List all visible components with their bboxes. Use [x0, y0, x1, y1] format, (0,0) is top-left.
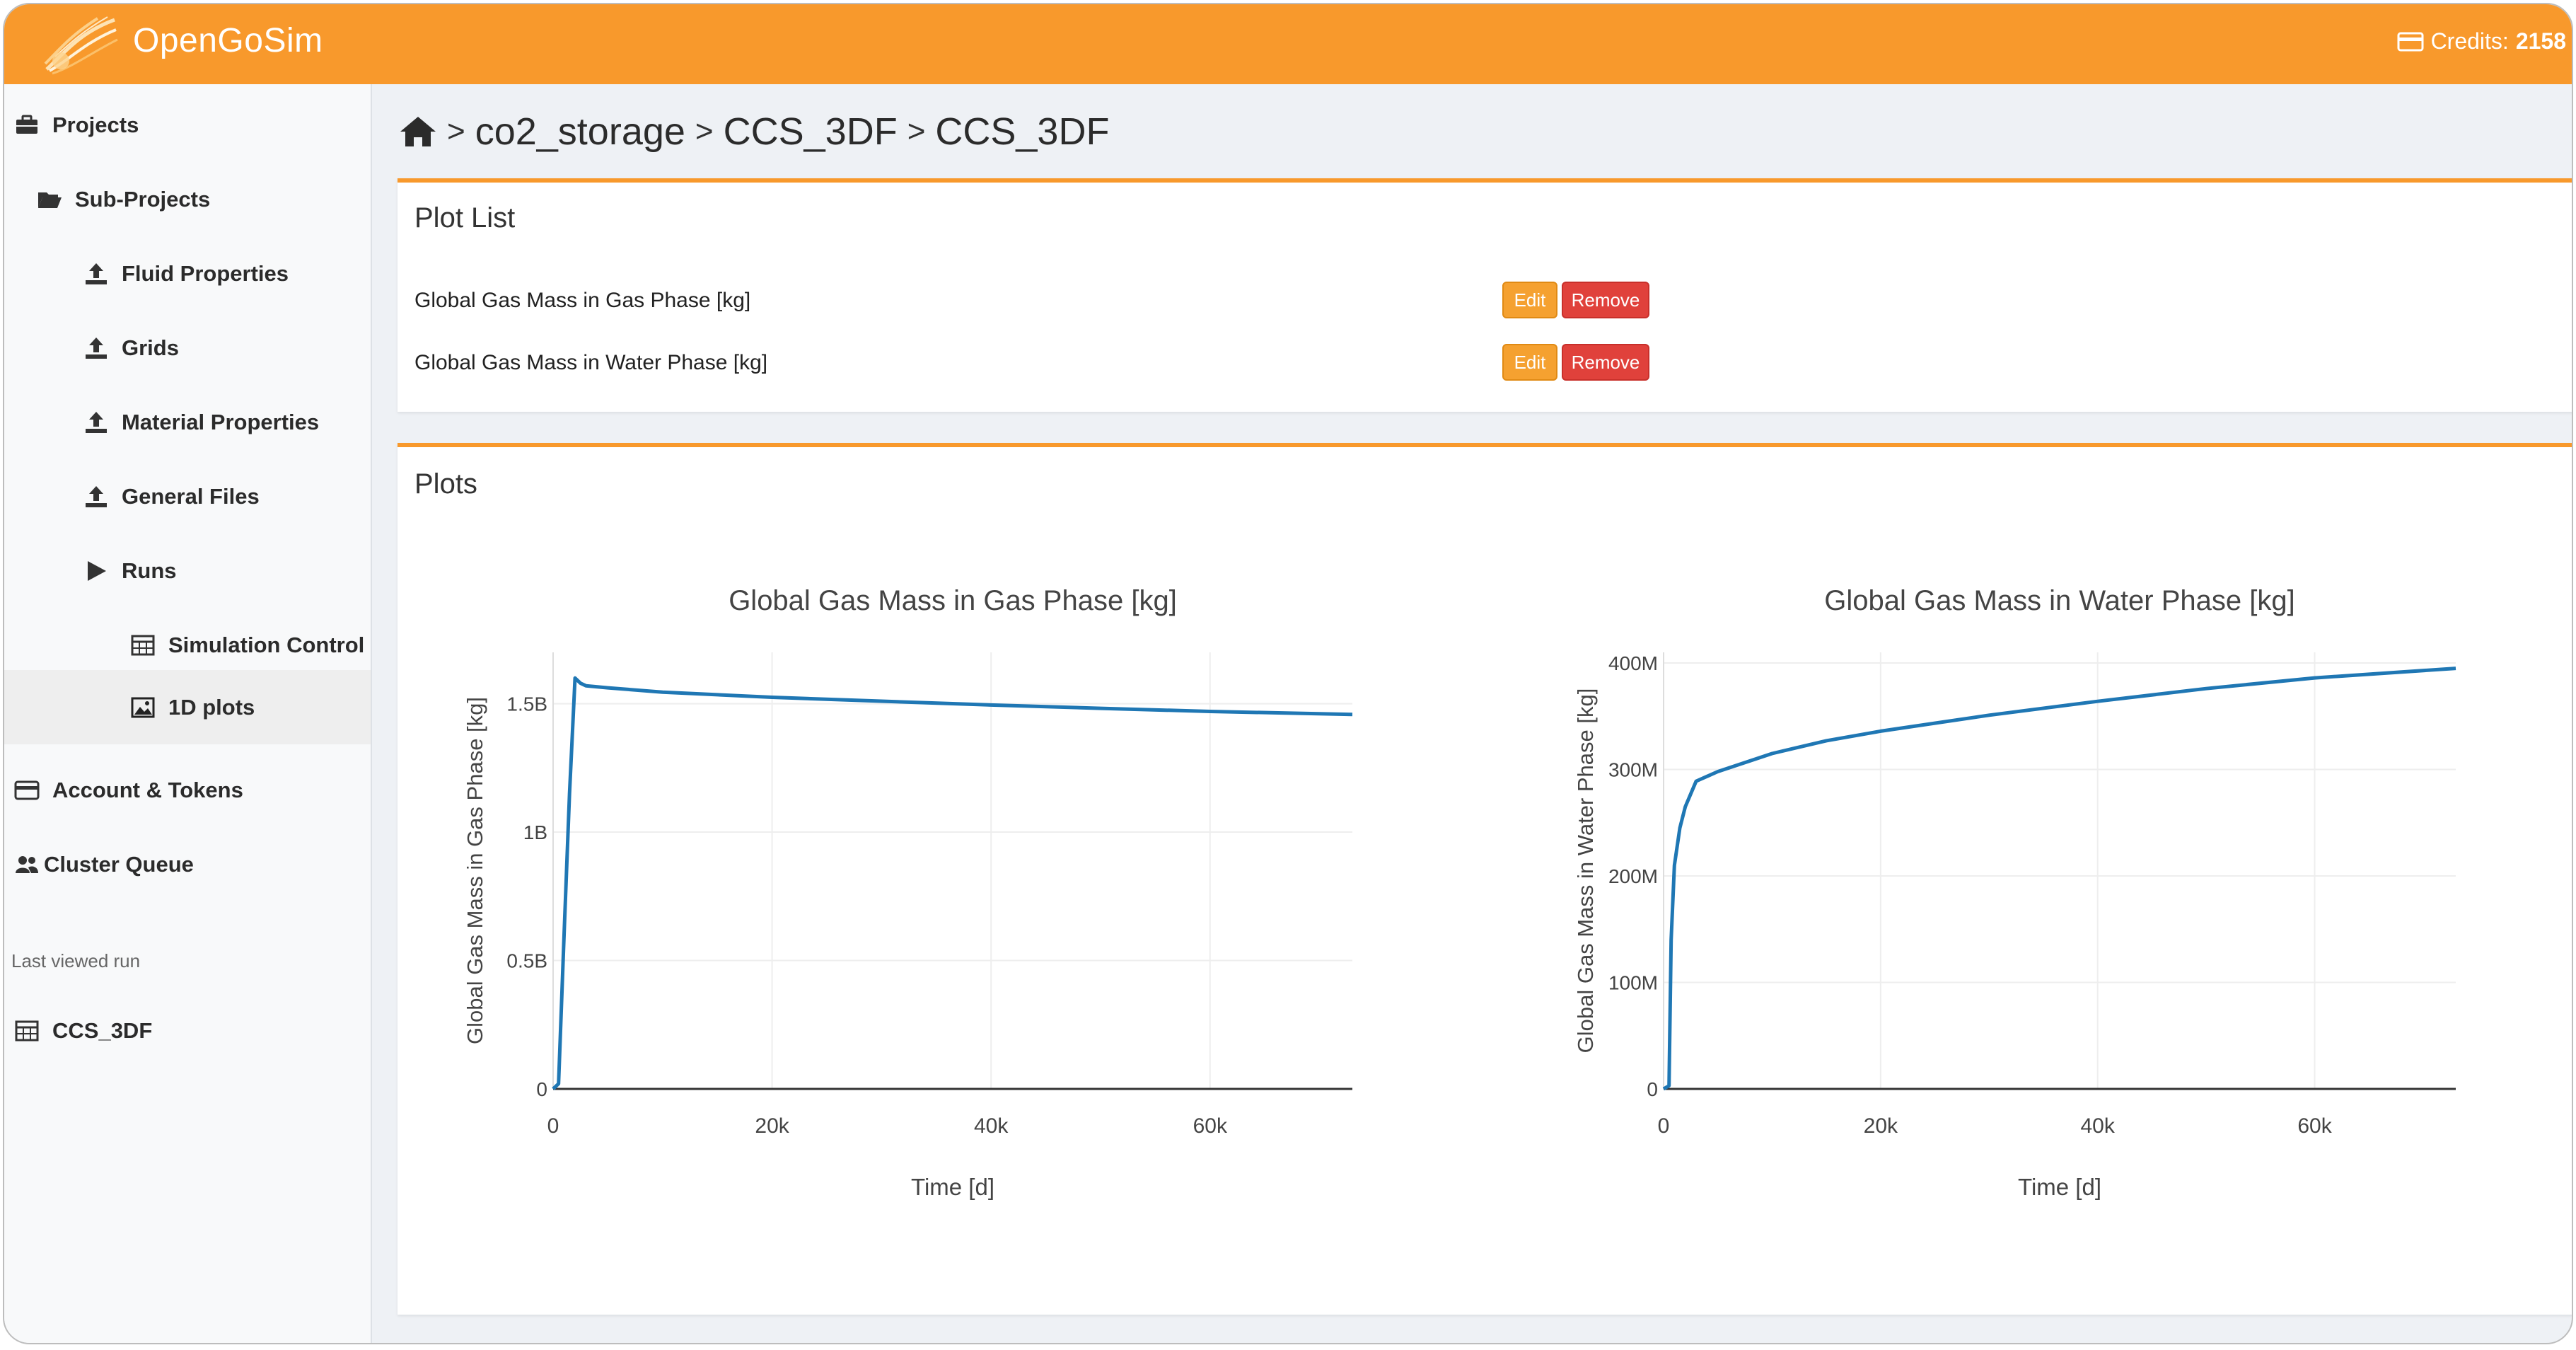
- sidebar-item-label: Sub-Projects: [75, 187, 210, 212]
- x-tick-label: 40k: [974, 1114, 1009, 1138]
- chart-water-phase[interactable]: Global Gas Mass in Water Phase [kg] 0 20k 4…: [1543, 567, 2573, 1275]
- remove-button[interactable]: Remove: [1562, 282, 1649, 318]
- x-tick-label: 60k: [1193, 1114, 1228, 1138]
- credits-label: Credits:: [2431, 28, 2509, 54]
- edit-button[interactable]: Edit: [1502, 344, 1557, 381]
- last-viewed-run-link[interactable]: CCS_3DF: [14, 1018, 152, 1044]
- chart-gas-phase[interactable]: Global Gas Mass in Gas Phase [kg] 0 20k 40k…: [426, 567, 1487, 1275]
- sidebar-item-runs[interactable]: Runs: [83, 558, 177, 584]
- x-tick-label: 20k: [755, 1114, 789, 1138]
- credits-value: 2158: [2516, 28, 2566, 54]
- upload-icon: [83, 484, 109, 509]
- sidebar-item-account-tokens[interactable]: Account & Tokens: [14, 778, 243, 803]
- plot-list-row-name: Global Gas Mass in Water Phase [kg]: [414, 351, 767, 375]
- sidebar-item-label: General Files: [122, 484, 260, 509]
- sidebar-item-general-files[interactable]: General Files: [83, 484, 260, 509]
- top-bar: OpenGoSim Credits: 2158: [4, 4, 2572, 84]
- plot-list-row-name: Global Gas Mass in Gas Phase [kg]: [414, 289, 750, 313]
- sidebar-item-label: Account & Tokens: [52, 778, 243, 803]
- app-window: OpenGoSim Credits: 2158 Projects S: [3, 3, 2573, 1344]
- edit-button[interactable]: Edit: [1502, 282, 1557, 318]
- plot-list-title: Plot List: [414, 202, 515, 234]
- series-line: [1664, 669, 2456, 1089]
- y-axis-label: Global Gas Mass in Gas Phase [kg]: [463, 697, 487, 1044]
- x-axis-label: Time [d]: [911, 1174, 994, 1200]
- y-tick-label: 0: [1647, 1078, 1658, 1100]
- sidebar-item-sub-projects[interactable]: Sub-Projects: [37, 187, 210, 212]
- y-tick-label: 400M: [1608, 652, 1658, 674]
- breadcrumb-item-project[interactable]: co2_storage: [475, 110, 685, 154]
- sidebar-item-material-properties[interactable]: Material Properties: [83, 410, 319, 435]
- breadcrumb-separator: >: [695, 114, 714, 149]
- table-icon: [14, 1018, 40, 1044]
- y-tick-label: 300M: [1608, 759, 1658, 781]
- sidebar-item-simulation-control[interactable]: Simulation Control: [130, 633, 364, 658]
- sidebar-item-label: Simulation Control: [168, 633, 364, 658]
- play-icon: [83, 558, 109, 584]
- x-tick-label: 0: [547, 1114, 559, 1138]
- chart-title: Global Gas Mass in Gas Phase [kg]: [729, 585, 1177, 616]
- upload-icon: [83, 335, 109, 361]
- upload-icon: [83, 410, 109, 435]
- credits-display: Credits: 2158: [2397, 28, 2566, 54]
- image-icon: [130, 695, 156, 720]
- y-tick-label: 200M: [1608, 865, 1658, 887]
- briefcase-icon: [14, 112, 40, 138]
- series-line: [553, 678, 1352, 1089]
- sidebar: Projects Sub-Projects Fluid Properties G…: [4, 84, 372, 1344]
- x-tick-label: 40k: [2081, 1114, 2116, 1138]
- sidebar-item-label: Material Properties: [122, 410, 319, 435]
- y-tick-label: 1.5B: [506, 693, 547, 715]
- opengosim-logo-icon[interactable]: [42, 14, 120, 75]
- y-tick-label: 0.5B: [506, 950, 547, 972]
- sidebar-item-label: Cluster Queue: [44, 852, 194, 877]
- plots-card: Plots Global Gas Mass in Gas Phase [kg] 0…: [398, 443, 2573, 1315]
- breadcrumb-separator: >: [447, 114, 465, 149]
- sidebar-item-fluid-properties[interactable]: Fluid Properties: [83, 261, 289, 287]
- users-icon: [14, 852, 40, 877]
- x-axis-label: Time [d]: [2018, 1174, 2101, 1200]
- folder-open-icon: [37, 187, 62, 212]
- x-tick-label: 0: [1658, 1114, 1670, 1138]
- last-viewed-run-label: CCS_3DF: [52, 1018, 152, 1044]
- chart-title: Global Gas Mass in Water Phase [kg]: [1824, 585, 2294, 616]
- home-icon[interactable]: [399, 115, 437, 149]
- upload-icon: [83, 261, 109, 287]
- sidebar-item-cluster-queue[interactable]: Cluster Queue: [14, 852, 194, 877]
- x-tick-label: 60k: [2297, 1114, 2332, 1138]
- sidebar-item-label: 1D plots: [168, 695, 255, 720]
- x-tick-label: 20k: [1864, 1114, 1898, 1138]
- y-axis-label: Global Gas Mass in Water Phase [kg]: [1573, 688, 1598, 1054]
- sidebar-item-label: Runs: [122, 558, 177, 584]
- credit-card-icon: [2397, 31, 2424, 52]
- sidebar-item-label: Grids: [122, 335, 179, 361]
- breadcrumb-item-run[interactable]: CCS_3DF: [935, 110, 1109, 154]
- sidebar-item-projects[interactable]: Projects: [14, 112, 139, 138]
- breadcrumb-separator: >: [907, 114, 926, 149]
- table-icon: [130, 633, 156, 658]
- sidebar-item-1d-plots[interactable]: 1D plots: [4, 670, 371, 744]
- y-tick-label: 100M: [1608, 972, 1658, 994]
- plots-title: Plots: [414, 468, 477, 500]
- sidebar-item-grids[interactable]: Grids: [83, 335, 179, 361]
- brand-name[interactable]: OpenGoSim: [133, 21, 323, 60]
- sidebar-item-label: Fluid Properties: [122, 261, 289, 287]
- remove-button[interactable]: Remove: [1562, 344, 1649, 381]
- plot-list-card: Plot List Global Gas Mass in Gas Phase […: [398, 178, 2573, 412]
- last-viewed-label: Last viewed run: [11, 950, 140, 972]
- sidebar-item-label: Projects: [52, 112, 139, 138]
- y-tick-label: 0: [536, 1078, 547, 1100]
- breadcrumb: > co2_storage > CCS_3DF > CCS_3DF: [399, 103, 1109, 160]
- breadcrumb-item-subproject[interactable]: CCS_3DF: [724, 110, 898, 154]
- y-tick-label: 1B: [523, 821, 547, 843]
- credit-card-icon: [14, 778, 40, 803]
